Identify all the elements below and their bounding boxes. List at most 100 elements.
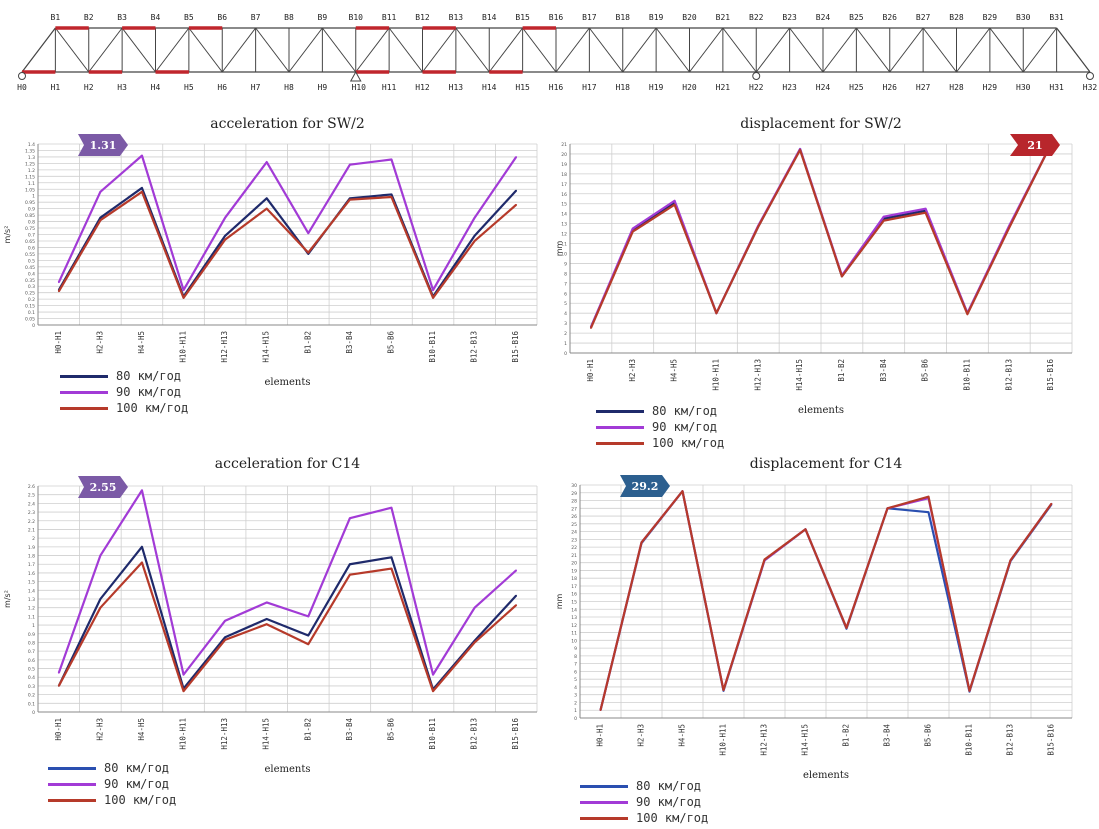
top-node-label: B24: [816, 13, 831, 22]
data-point: [349, 574, 351, 576]
bottom-node-label: H28: [949, 83, 964, 92]
bottom-node-label: H2: [84, 83, 94, 92]
support-roller: [1087, 73, 1094, 80]
data-point: [349, 164, 351, 166]
x-tick-label: B10-B11: [965, 724, 974, 756]
bottom-node-label: H27: [916, 83, 931, 92]
x-tick-label: B1-B2: [303, 718, 312, 741]
truss-diagonal: [923, 28, 956, 72]
data-point: [391, 507, 393, 509]
bottom-node-label: H13: [449, 83, 464, 92]
legend-3: 80 км/год 90 км/год 100 км/год: [48, 760, 176, 808]
data-point: [266, 618, 268, 620]
y-tick-label: 0.15: [25, 304, 35, 310]
bottom-node-label: H3: [117, 83, 127, 92]
legend-label: 80 км/год: [636, 779, 701, 793]
x-tick-label: H12-H13: [220, 718, 229, 750]
x-tick-label: H12-H13: [760, 724, 769, 756]
chart-title: acceleration for C14: [215, 456, 360, 472]
y-tick-label: 25: [571, 522, 577, 528]
top-node-label: B8: [284, 13, 294, 22]
bottom-node-label: H12: [415, 83, 430, 92]
chart-displacement-sw2: displacement for SW/2 0 1 2 3 4 5 6 7 8 9 10 11 12 13 1…: [552, 110, 1097, 440]
bottom-node-label: H30: [1016, 83, 1031, 92]
x-tick-label: B15-B16: [511, 718, 520, 750]
y-tick-label: 12: [571, 623, 577, 629]
data-point: [883, 216, 885, 218]
legend-item: 80 км/год: [596, 403, 724, 419]
data-point: [474, 217, 476, 219]
chart-svg: displacement for C1401234567891011121314…: [552, 450, 1097, 800]
x-tick-label: B12-B13: [1004, 359, 1013, 391]
y-tick-label: 13: [561, 222, 567, 228]
data-point: [674, 200, 676, 202]
legend-item: 80 км/год: [60, 368, 188, 384]
x-tick-label: H2-H3: [95, 718, 104, 741]
x-tick-label: B5-B6: [924, 724, 933, 747]
legend-label: 100 км/год: [104, 793, 176, 807]
bottom-node-label: H14: [482, 83, 497, 92]
y-tick-label: 13: [571, 615, 577, 621]
x-tick-label: H0-H1: [596, 724, 605, 747]
chart-svg: displacement for SW/20123456789101112131…: [552, 110, 1097, 440]
y-tick-label: 9: [564, 261, 567, 267]
legend-label: 90 км/год: [104, 777, 169, 791]
top-node-label: B1: [51, 13, 61, 22]
data-point: [967, 313, 969, 315]
y-tick-label: 1.3: [28, 597, 35, 603]
legend-swatch: [580, 817, 628, 820]
bottom-node-label: H7: [251, 83, 261, 92]
truss-diagonal: [723, 28, 756, 72]
chart-title: acceleration for SW/2: [210, 116, 364, 132]
data-point: [391, 159, 393, 161]
data-point: [224, 620, 226, 622]
data-point: [1051, 503, 1053, 505]
y-tick-label: 15: [571, 600, 577, 606]
y-tick-label: 24: [571, 530, 577, 536]
truss-diagonal: [756, 28, 789, 72]
y-tick-label: 29: [571, 491, 577, 497]
data-point: [716, 312, 718, 314]
legend-item: 100 км/год: [596, 435, 724, 451]
bottom-node-label: H11: [382, 83, 397, 92]
data-point: [141, 155, 143, 157]
truss-diagonal: [289, 28, 322, 72]
legend-label: 80 км/год: [104, 761, 169, 775]
truss-diagonal: [456, 28, 489, 72]
legend-swatch: [596, 410, 644, 413]
top-node-label: B6: [217, 13, 227, 22]
y-tick-label: 30: [571, 483, 577, 489]
top-node-label: B25: [849, 13, 864, 22]
x-tick-label: H0-H1: [54, 331, 63, 354]
bottom-node-label: H20: [682, 83, 697, 92]
y-tick-label: 14: [571, 607, 577, 613]
y-tick-label: 0.05: [25, 317, 35, 323]
data-point: [183, 289, 185, 291]
bottom-node-label: H18: [616, 83, 631, 92]
data-point: [928, 511, 930, 513]
data-point: [432, 289, 434, 291]
bottom-node-label: H24: [816, 83, 831, 92]
x-tick-label: B10-B11: [428, 718, 437, 750]
support-roller: [19, 73, 26, 80]
legend-item: 90 км/год: [580, 794, 708, 810]
data-point: [58, 685, 60, 687]
y-tick-label: 1: [32, 194, 35, 200]
top-node-label: B28: [949, 13, 964, 22]
truss-diagonal: [1023, 28, 1056, 72]
top-node-label: B14: [482, 13, 497, 22]
badge-label: 21: [1027, 139, 1042, 152]
data-point: [266, 602, 268, 604]
y-tick-label: 1: [32, 623, 35, 629]
y-tick-label: 8: [564, 271, 567, 277]
data-point: [641, 542, 643, 544]
truss-diagonal: [356, 28, 389, 72]
bottom-node-label: H19: [649, 83, 664, 92]
legend-swatch: [60, 407, 108, 410]
y-tick-label: 1.15: [25, 174, 35, 180]
y-tick-label: 0: [32, 323, 35, 329]
y-tick-label: 0.3: [28, 284, 35, 290]
legend-swatch: [596, 426, 644, 429]
data-point: [723, 689, 725, 691]
data-point: [432, 674, 434, 676]
